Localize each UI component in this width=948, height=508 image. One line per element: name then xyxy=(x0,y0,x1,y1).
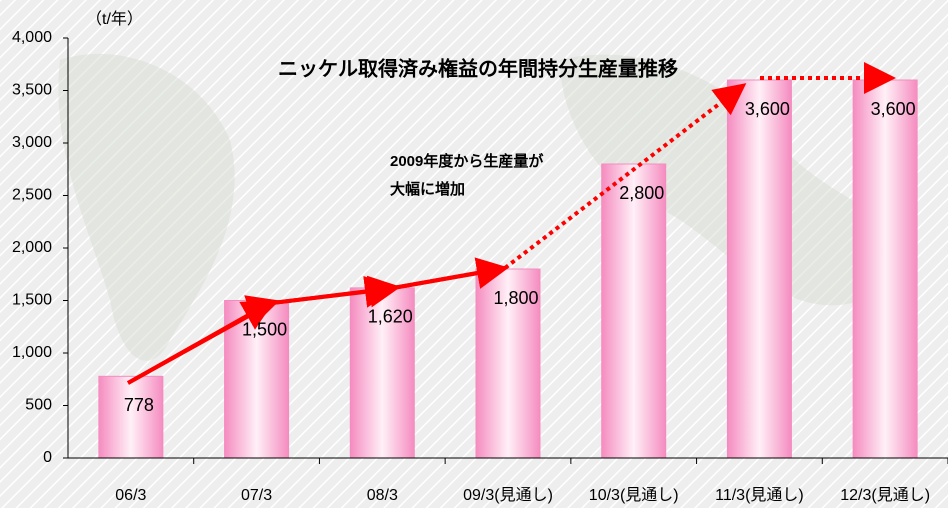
value-label: 3,600 xyxy=(745,99,790,119)
y-tick-label: 2,000 xyxy=(12,239,52,256)
y-tick-label: 1,000 xyxy=(12,344,52,361)
x-tick-label: 10/3(見通し) xyxy=(589,486,679,504)
y-tick-label: 1,500 xyxy=(12,292,52,309)
value-label: 1,800 xyxy=(493,288,538,308)
value-label: 778 xyxy=(124,395,154,415)
value-label: 3,600 xyxy=(871,99,916,119)
trend-arrow xyxy=(271,275,397,308)
y-tick-label: 500 xyxy=(25,397,52,414)
y-tick-label: 0 xyxy=(43,449,52,466)
bar xyxy=(475,268,541,459)
bar xyxy=(601,163,667,459)
map-shape xyxy=(58,53,235,361)
y-tick-label: 4,000 xyxy=(12,29,52,46)
y-unit: （t/年） xyxy=(86,10,143,28)
bar xyxy=(98,375,164,459)
value-label: 2,800 xyxy=(619,183,664,203)
x-tick-label: 07/3 xyxy=(241,487,272,504)
x-tick-label: 11/3(見通し) xyxy=(715,486,804,504)
x-tick-label: 08/3 xyxy=(367,487,398,504)
y-tick-label: 3,000 xyxy=(12,134,52,151)
bar xyxy=(726,79,792,459)
trend-arrow xyxy=(127,300,275,385)
value-label: 1,620 xyxy=(368,307,413,327)
trend-arrow xyxy=(392,257,509,290)
value-label: 1,500 xyxy=(242,319,287,339)
y-tick-label: 2,500 xyxy=(12,187,52,204)
chart-title: ニッケル取得済み権益の年間持分生産量推移 xyxy=(278,56,678,80)
x-tick-label: 12/3(見通し) xyxy=(840,486,930,504)
annotation: 2009年度から生産量が xyxy=(390,152,544,170)
trend-arrow xyxy=(503,83,747,270)
y-tick-label: 3,500 xyxy=(12,82,52,99)
bar xyxy=(852,79,918,459)
x-tick-label: 09/3(見通し) xyxy=(463,486,553,504)
x-tick-label: 06/3 xyxy=(115,487,146,504)
annotation: 大幅に増加 xyxy=(390,180,465,198)
